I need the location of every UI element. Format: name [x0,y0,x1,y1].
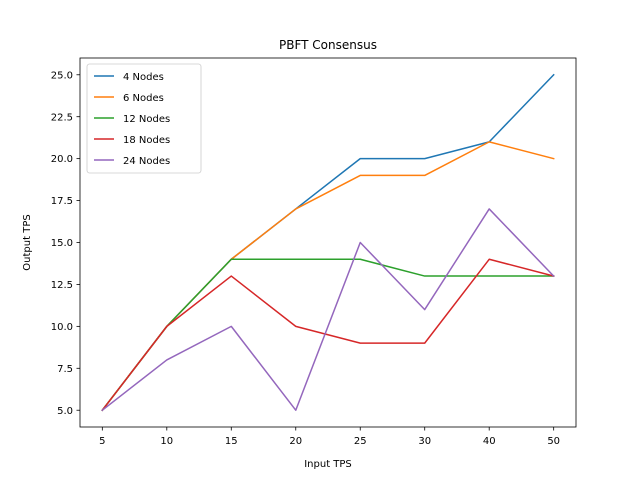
series-line-4 [101,208,555,412]
series-line-2 [101,258,555,412]
x-tick-label: 50 [547,436,560,447]
x-axis: 5 10 15 20 25 30 40 50 [99,427,560,447]
x-tick-label: 20 [289,436,302,447]
x-axis-label: Input TPS [304,459,352,470]
x-tick-label: 5 [99,436,105,447]
legend-label-4: 24 Nodes [123,156,170,167]
chart-title: PBFT Consensus [279,38,377,52]
y-tick-label: 22.5 [51,112,73,123]
x-tick-label: 40 [483,436,496,447]
x-tick-label: 15 [225,436,238,447]
x-tick-label: 10 [160,436,173,447]
legend-label-2: 12 Nodes [123,114,170,125]
x-tick-label: 30 [418,436,431,447]
series-lines [101,73,555,412]
y-axis: 5.0 7.5 10.0 12.5 15.0 17.5 20.0 22.5 25.0 [51,70,80,417]
y-tick-label: 25.0 [51,70,73,81]
y-tick-label: 5.0 [57,406,73,417]
legend-label-1: 6 Nodes [123,93,164,104]
x-tick-label: 25 [354,436,367,447]
legend-box [86,63,202,174]
legend-label-3: 18 Nodes [123,135,170,146]
y-axis-label: Output TPS [22,214,33,270]
y-tick-label: 10.0 [51,322,73,333]
y-tick-label: 17.5 [51,196,73,207]
y-tick-label: 12.5 [51,280,73,291]
legend: 4 Nodes 6 Nodes 12 Nodes 18 Nodes 24 Nodes [86,63,202,174]
legend-label-0: 4 Nodes [123,72,164,83]
series-line-3 [101,258,555,412]
y-tick-label: 20.0 [51,154,73,165]
y-tick-label: 7.5 [57,364,73,375]
y-tick-label: 15.0 [51,238,73,249]
